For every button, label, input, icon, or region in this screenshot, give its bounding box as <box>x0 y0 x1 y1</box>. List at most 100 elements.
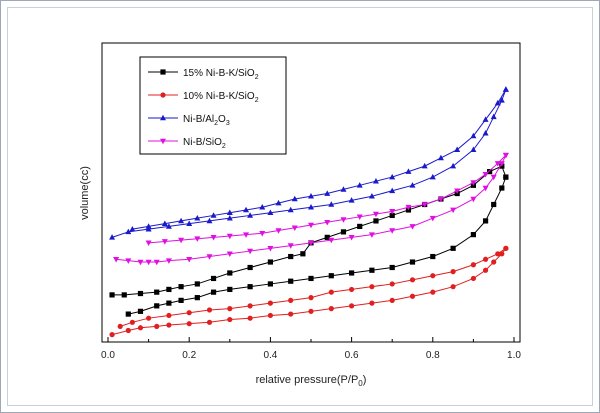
x-axis-label-end: ) <box>363 374 367 386</box>
data-point <box>482 256 489 262</box>
data-point <box>454 188 461 194</box>
data-point <box>109 292 115 298</box>
x-axis-label: relative pressure(P/P0) <box>256 374 367 388</box>
data-point <box>161 220 168 226</box>
data-point <box>389 173 396 180</box>
data-point <box>498 97 505 103</box>
data-point <box>206 217 213 224</box>
data-point <box>267 209 274 215</box>
data-point <box>324 190 331 196</box>
legend-label: Ni-B/Al2O3 <box>183 114 230 127</box>
data-point <box>109 332 115 338</box>
data-point <box>429 173 436 180</box>
data-point <box>421 202 428 208</box>
data-point <box>373 218 379 224</box>
x-tick-label: 0.0 <box>101 350 115 361</box>
data-point <box>357 223 363 229</box>
data-point <box>161 239 168 245</box>
series-line-desorption <box>120 247 507 327</box>
data-point <box>349 286 355 293</box>
data-point <box>430 253 436 260</box>
legend-label-sub: 2 <box>255 97 259 104</box>
data-point <box>154 323 160 330</box>
data-point <box>389 228 396 234</box>
data-point <box>389 297 395 303</box>
data-point <box>450 207 457 214</box>
data-point <box>470 146 477 152</box>
data-point <box>267 300 273 306</box>
data-point <box>178 237 185 244</box>
series-line-desorption <box>112 165 507 296</box>
data-point <box>206 307 213 313</box>
series-3 <box>113 152 509 266</box>
data-point <box>369 300 375 306</box>
data-point <box>129 319 135 325</box>
data-point <box>137 259 144 266</box>
data-point <box>308 275 314 282</box>
data-point <box>324 234 330 240</box>
data-point <box>300 251 306 257</box>
data-point <box>117 323 123 330</box>
y-axis-label: volume(cc) <box>79 166 91 220</box>
data-point <box>125 228 132 235</box>
legend-label: 10% Ni-B-K/SiO2 <box>183 91 259 104</box>
data-point <box>125 258 132 264</box>
data-point <box>349 303 355 309</box>
data-point <box>482 116 489 122</box>
data-point <box>247 315 253 321</box>
data-point <box>160 69 166 75</box>
data-point <box>186 310 192 316</box>
data-point <box>349 270 355 276</box>
series-1 <box>109 245 509 338</box>
data-point <box>450 284 456 290</box>
legend-label-sub: 2 <box>255 74 259 81</box>
data-point <box>409 293 416 299</box>
x-tick-label: 0.6 <box>345 350 359 361</box>
data-point <box>194 281 200 287</box>
data-point <box>267 281 273 287</box>
data-point <box>328 289 334 295</box>
legend-label-base: 10% Ni-B-K/SiO <box>183 91 255 102</box>
data-point <box>308 308 314 314</box>
data-point <box>227 286 233 293</box>
data-point <box>369 284 375 290</box>
data-point <box>482 185 489 192</box>
data-point <box>429 215 436 222</box>
data-point <box>288 311 294 317</box>
data-point <box>487 169 493 175</box>
x-tick-label: 0.8 <box>426 350 440 361</box>
data-point <box>369 267 375 273</box>
data-point <box>267 246 274 252</box>
legend-label: 15% Ni-B-K/SiO2 <box>183 68 259 81</box>
data-point <box>450 245 456 251</box>
data-point <box>324 219 331 226</box>
data-point <box>154 303 160 309</box>
data-point <box>389 281 395 287</box>
data-point <box>247 303 253 309</box>
data-point <box>494 161 501 167</box>
legend-label-part: Ni-B/Al <box>183 114 214 125</box>
data-point <box>389 187 396 194</box>
data-point <box>165 258 172 264</box>
data-point <box>121 292 127 298</box>
legend-label-base: 15% Ni-B-K/SiO <box>183 68 255 79</box>
data-point <box>450 162 457 169</box>
data-point <box>125 311 131 317</box>
data-point <box>194 236 201 242</box>
data-point <box>227 306 233 312</box>
data-point <box>450 269 456 275</box>
data-point <box>288 253 294 260</box>
data-point <box>178 297 184 303</box>
data-point <box>243 232 250 238</box>
x-axis-label-sub: 0 <box>358 379 363 388</box>
figure-inner-border <box>7 7 593 406</box>
series-layer <box>109 86 509 338</box>
data-point <box>166 300 172 306</box>
data-point <box>206 319 213 325</box>
data-point <box>405 168 412 174</box>
data-point <box>287 243 294 249</box>
data-point <box>348 235 355 241</box>
data-point <box>267 312 273 319</box>
